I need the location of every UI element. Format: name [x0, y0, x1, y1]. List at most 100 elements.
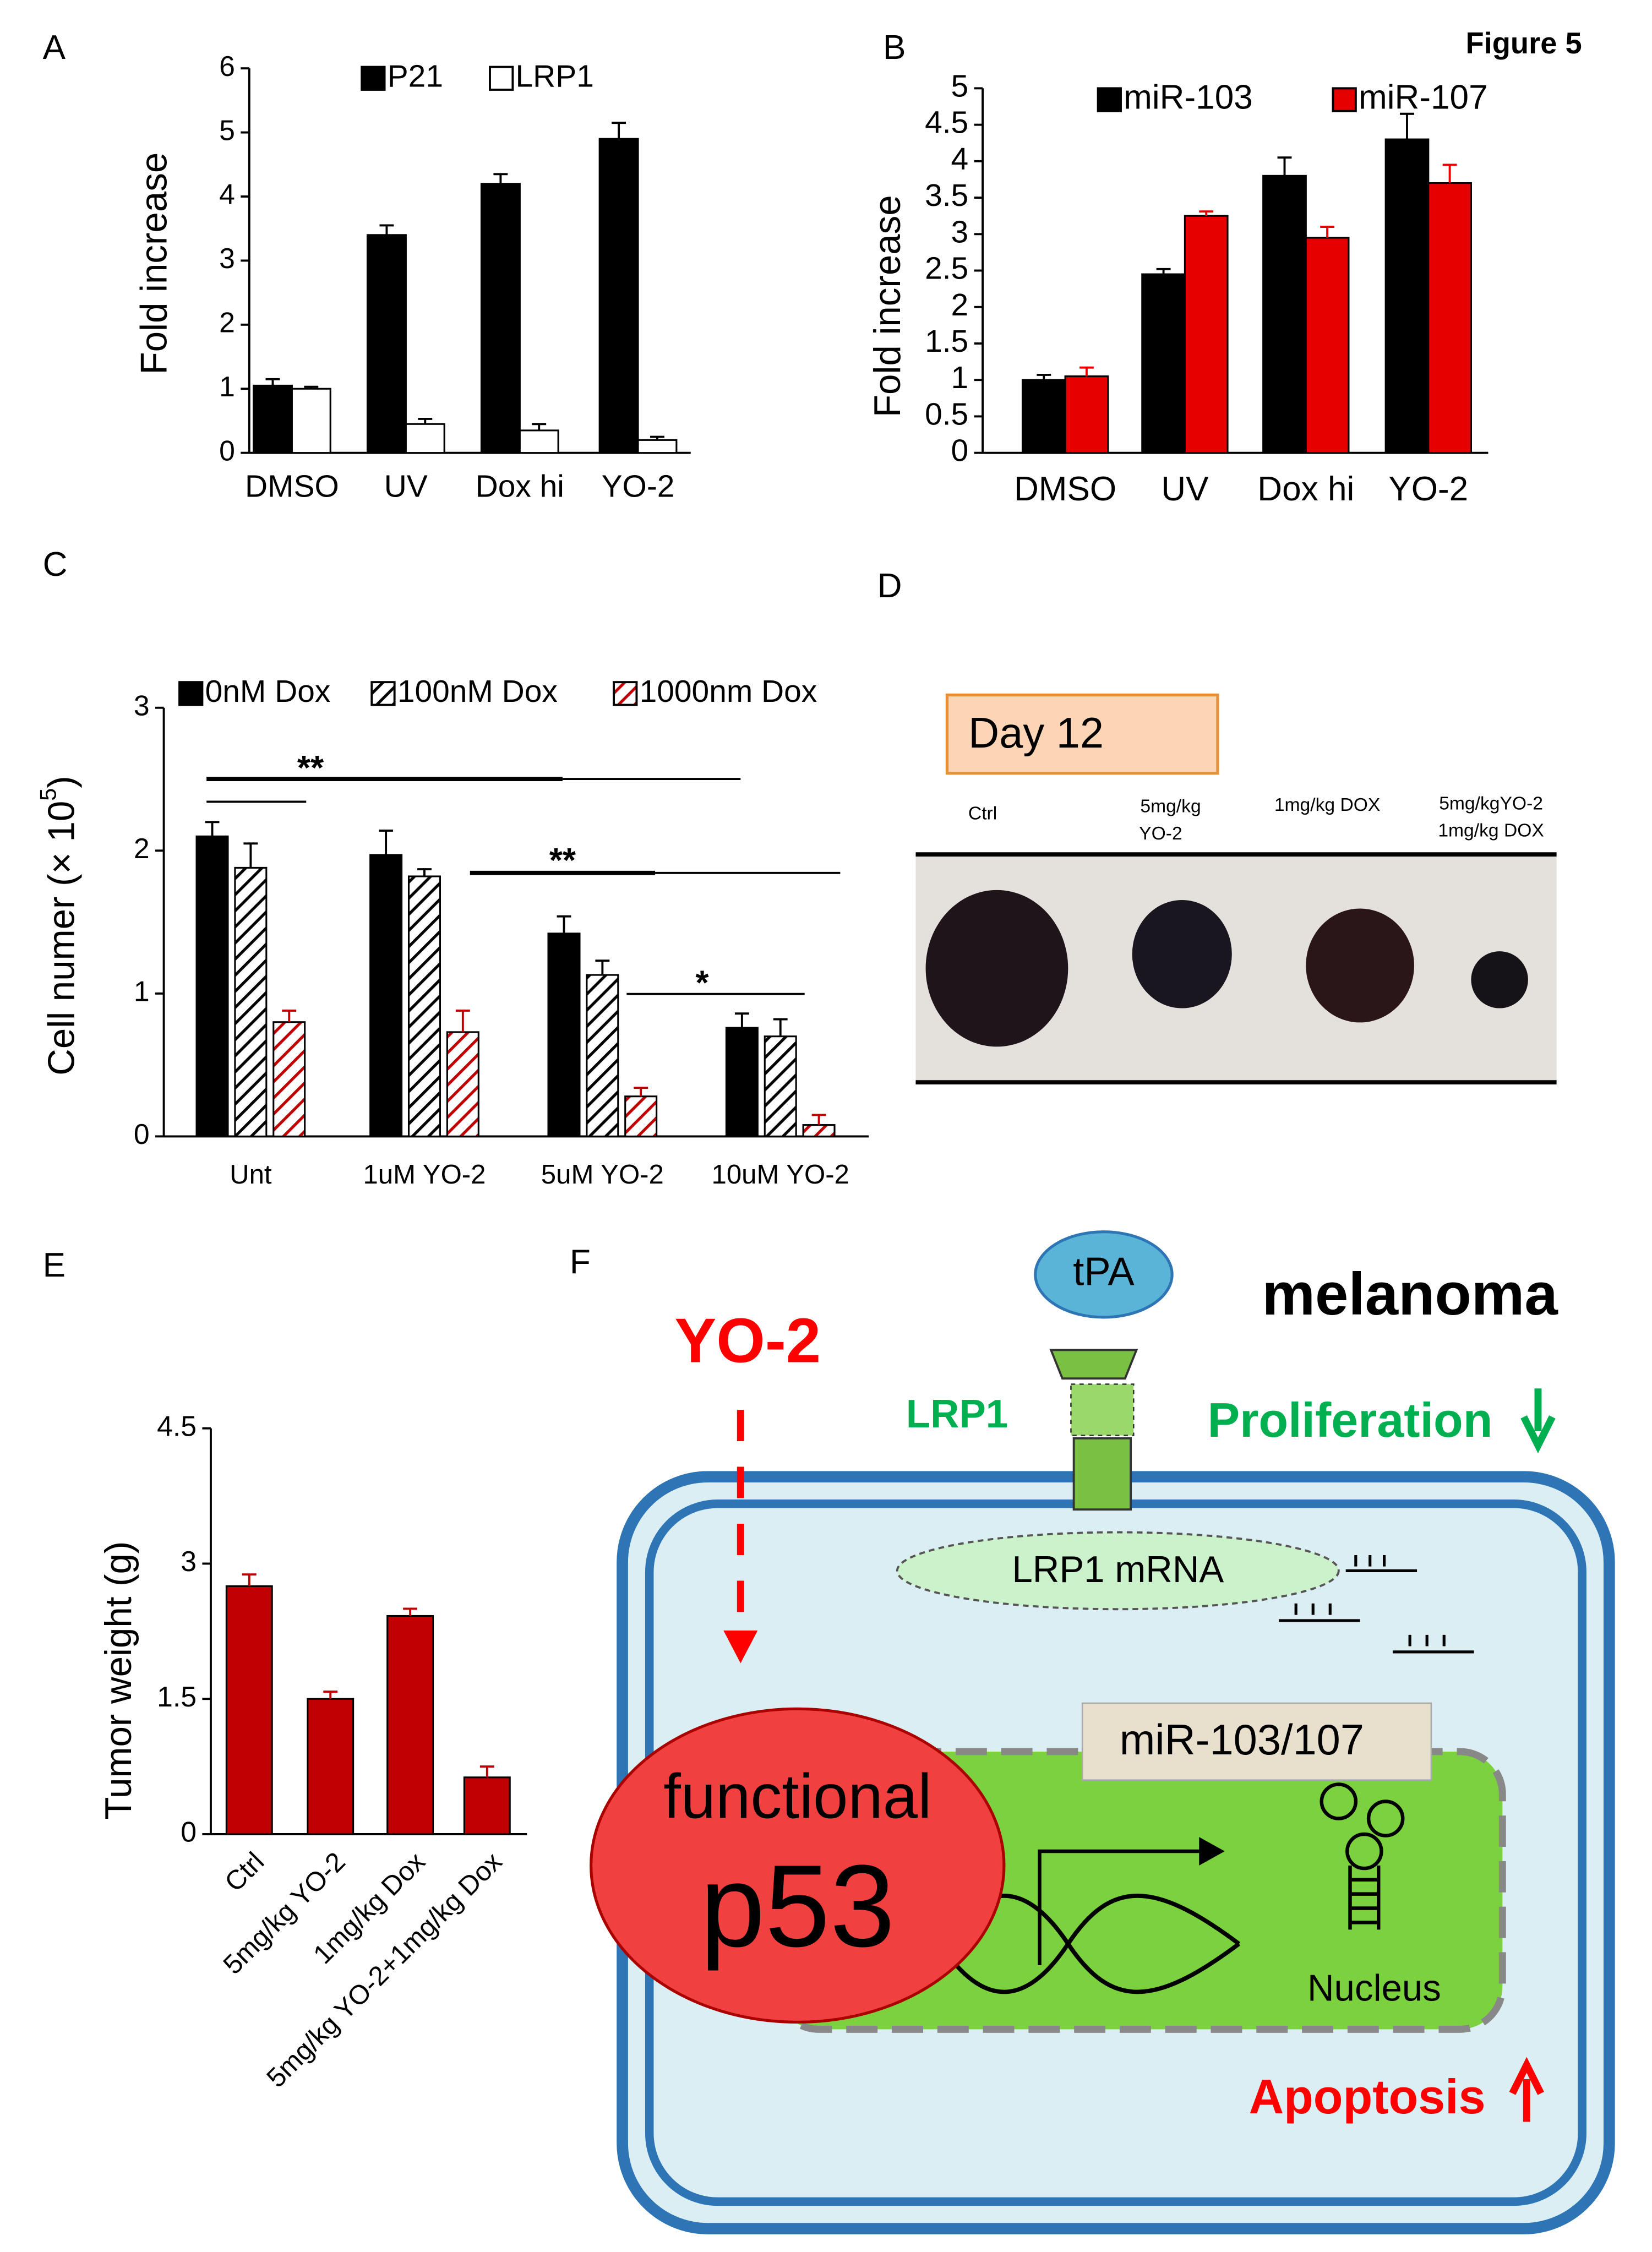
error-bar — [379, 224, 394, 235]
tumor — [1306, 908, 1414, 1023]
legend-swatch — [613, 681, 638, 706]
tumor — [1132, 899, 1232, 1008]
y-tick-label: 1 — [219, 370, 235, 402]
bar — [291, 388, 331, 454]
y-axis-label-part: Cell numer (× 10 — [41, 801, 82, 1076]
significance-label: ** — [549, 842, 576, 880]
y-tick-label: 1 — [951, 360, 969, 395]
error-bar — [323, 1691, 338, 1699]
y-tick-label: 4.5 — [925, 105, 968, 140]
tumor — [925, 890, 1068, 1047]
receptor — [1049, 1349, 1138, 1380]
y-tick-label: 0 — [181, 1816, 197, 1848]
p53-label: p53 — [700, 1840, 895, 1971]
y-tick-label: 3 — [181, 1545, 197, 1577]
y-axis-label-part: Fold increase — [133, 152, 175, 375]
y-tick-label: 5 — [951, 68, 969, 103]
x-tick-label: DMSO — [1014, 470, 1116, 508]
x-tick-label: YO-2 — [1388, 470, 1468, 508]
mrna — [896, 1531, 1340, 1611]
y-tick-label: 1 — [134, 975, 150, 1007]
bar — [624, 1095, 658, 1137]
receptor — [1072, 1437, 1132, 1511]
bar — [234, 866, 268, 1137]
mirna-label: miR-103/107 — [1120, 1716, 1364, 1764]
error-bar — [479, 1765, 494, 1777]
bar — [598, 138, 639, 454]
error-bar — [403, 1607, 418, 1616]
y-axis-label-part: ) — [41, 776, 82, 788]
panel-letter: D — [877, 567, 902, 605]
error-bar — [242, 1573, 257, 1586]
error-bar — [455, 1010, 470, 1032]
error-bar — [557, 915, 571, 934]
bar — [1384, 138, 1430, 454]
y-tick-label: 3 — [219, 242, 235, 274]
y-tick-label: 3.5 — [925, 178, 968, 213]
error-bar — [1079, 366, 1094, 377]
legend-label: P21 — [388, 58, 443, 94]
legend-label: miR-103 — [1124, 78, 1253, 116]
proliferation: Proliferation — [1208, 1393, 1493, 1447]
tumor — [1471, 951, 1528, 1008]
error-bar — [379, 829, 394, 855]
y-tick-label: 2.5 — [925, 251, 968, 286]
group-label: 1mg/kg DOX — [1274, 795, 1380, 815]
photo-panel: D Day 12 Ctrl 5mg/kg YO-2 1mg/kg DOX 5mg… — [877, 567, 1557, 1084]
down-arrow — [1520, 1388, 1556, 1454]
error-bar — [304, 385, 319, 389]
bar — [463, 1776, 511, 1835]
error-bar — [532, 423, 547, 430]
x-tick-label: Dox hi — [476, 468, 564, 504]
bar — [519, 429, 559, 454]
bar — [547, 933, 581, 1137]
cell-type: melanoma — [1262, 1261, 1558, 1328]
x-tick-label: DMSO — [245, 468, 339, 504]
y-tick-label: 1.5 — [925, 324, 968, 359]
error-bar — [205, 821, 220, 837]
group-label: 5mg/kgYO-2 — [1439, 794, 1543, 814]
bar — [1305, 237, 1350, 454]
error-bar — [595, 959, 610, 975]
legend-swatch — [489, 66, 514, 91]
panel-letter: B — [883, 29, 906, 67]
bar — [195, 835, 229, 1137]
y-tick-label: 4 — [219, 178, 235, 210]
error-bar — [650, 435, 664, 440]
y-axis-label: Cell numer (× 105) — [36, 776, 83, 1075]
nucleus-label: Nucleus — [1307, 1967, 1441, 2009]
p53-top: functional — [663, 1762, 931, 1832]
bar — [1021, 379, 1066, 454]
bar — [366, 234, 407, 454]
ligand — [1034, 1230, 1174, 1319]
error-bar — [1037, 373, 1051, 380]
bar — [1262, 175, 1307, 454]
legend-swatch — [370, 681, 396, 706]
x-tick-label: Unt — [230, 1160, 272, 1190]
bar — [586, 974, 619, 1137]
group-label: 1mg/kg DOX — [1438, 821, 1544, 841]
diagram: F tPA melanoma YO-2 LRP1 Proliferation L… — [570, 1230, 1615, 2234]
legend-swatch — [178, 681, 204, 706]
error-bar — [612, 122, 626, 139]
bar-chart: C 0 1 2 3 Cell numer (× 105) 0nM Dox 100nM Dox 1… — [36, 546, 869, 1190]
x-tick-label: Ctrl — [219, 1847, 270, 1897]
error-bar — [243, 842, 258, 868]
bar — [802, 1124, 836, 1137]
bar — [386, 1615, 434, 1835]
error-bar — [282, 1010, 297, 1022]
bar — [446, 1031, 479, 1137]
x-tick-label: 5uM YO-2 — [541, 1160, 664, 1190]
y-tick-label: 4 — [951, 141, 969, 177]
error-bar — [811, 1114, 826, 1125]
error-bar — [1400, 112, 1414, 140]
y-axis-label-part: Fold increase — [867, 195, 908, 417]
y-tick-label: 5 — [219, 114, 235, 146]
error-bar — [493, 173, 508, 184]
x-tick-label: 10uM YO-2 — [712, 1160, 849, 1190]
x-tick-label: UV — [384, 468, 428, 504]
panel-letter: C — [43, 546, 68, 584]
